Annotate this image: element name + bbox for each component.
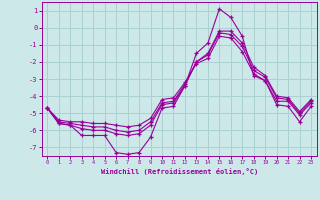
X-axis label: Windchill (Refroidissement éolien,°C): Windchill (Refroidissement éolien,°C) — [100, 168, 258, 175]
